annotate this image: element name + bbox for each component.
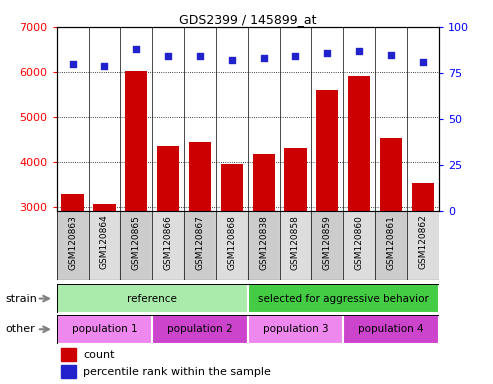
Text: GSM120859: GSM120859 bbox=[323, 215, 332, 270]
Text: count: count bbox=[83, 349, 115, 359]
Bar bbox=[157, 146, 179, 342]
Text: population 1: population 1 bbox=[71, 324, 137, 334]
Text: strain: strain bbox=[5, 293, 37, 304]
Bar bbox=[247, 211, 280, 280]
Text: GSM120865: GSM120865 bbox=[132, 215, 141, 270]
Bar bbox=[216, 211, 247, 280]
Bar bbox=[343, 315, 439, 344]
Bar bbox=[61, 348, 76, 361]
Bar bbox=[284, 148, 307, 342]
Bar bbox=[152, 315, 247, 344]
Bar bbox=[375, 211, 407, 280]
Text: GSM120867: GSM120867 bbox=[195, 215, 205, 270]
Point bbox=[101, 63, 108, 69]
Text: GSM120868: GSM120868 bbox=[227, 215, 236, 270]
Point bbox=[164, 53, 172, 60]
Bar bbox=[57, 211, 89, 280]
Title: GDS2399 / 145899_at: GDS2399 / 145899_at bbox=[179, 13, 317, 26]
Text: population 3: population 3 bbox=[263, 324, 328, 334]
Text: GSM120838: GSM120838 bbox=[259, 215, 268, 270]
Bar bbox=[247, 284, 439, 313]
Bar bbox=[57, 315, 152, 344]
Bar bbox=[125, 71, 147, 342]
Bar bbox=[221, 164, 243, 342]
Bar bbox=[93, 204, 115, 342]
Point bbox=[69, 61, 76, 67]
Bar bbox=[89, 211, 120, 280]
Bar bbox=[152, 211, 184, 280]
Text: selected for aggressive behavior: selected for aggressive behavior bbox=[258, 293, 429, 304]
Text: GSM120866: GSM120866 bbox=[164, 215, 173, 270]
Point bbox=[323, 50, 331, 56]
Text: GSM120863: GSM120863 bbox=[68, 215, 77, 270]
Bar bbox=[61, 365, 76, 379]
Text: GSM120862: GSM120862 bbox=[419, 215, 427, 270]
Point bbox=[196, 53, 204, 60]
Point bbox=[419, 59, 427, 65]
Point bbox=[291, 53, 299, 60]
Text: reference: reference bbox=[127, 293, 177, 304]
Text: other: other bbox=[5, 324, 35, 334]
Text: GSM120860: GSM120860 bbox=[354, 215, 364, 270]
Text: percentile rank within the sample: percentile rank within the sample bbox=[83, 367, 271, 377]
Text: GSM120861: GSM120861 bbox=[387, 215, 395, 270]
Bar bbox=[57, 284, 247, 313]
Bar bbox=[343, 211, 375, 280]
Bar bbox=[407, 211, 439, 280]
Bar bbox=[348, 76, 370, 342]
Bar bbox=[280, 211, 312, 280]
Bar bbox=[62, 194, 84, 342]
Bar bbox=[316, 90, 339, 342]
Text: GSM120864: GSM120864 bbox=[100, 215, 109, 270]
Bar bbox=[380, 138, 402, 342]
Text: GSM120858: GSM120858 bbox=[291, 215, 300, 270]
Bar bbox=[120, 211, 152, 280]
Bar bbox=[184, 211, 216, 280]
Bar bbox=[312, 211, 343, 280]
Point bbox=[387, 51, 395, 58]
Text: population 4: population 4 bbox=[358, 324, 424, 334]
Point bbox=[355, 48, 363, 54]
Bar bbox=[252, 154, 275, 342]
Point bbox=[132, 46, 140, 52]
Bar bbox=[247, 315, 343, 344]
Text: population 2: population 2 bbox=[167, 324, 233, 334]
Point bbox=[228, 57, 236, 63]
Bar bbox=[189, 142, 211, 342]
Point bbox=[260, 55, 268, 61]
Bar bbox=[412, 183, 434, 342]
